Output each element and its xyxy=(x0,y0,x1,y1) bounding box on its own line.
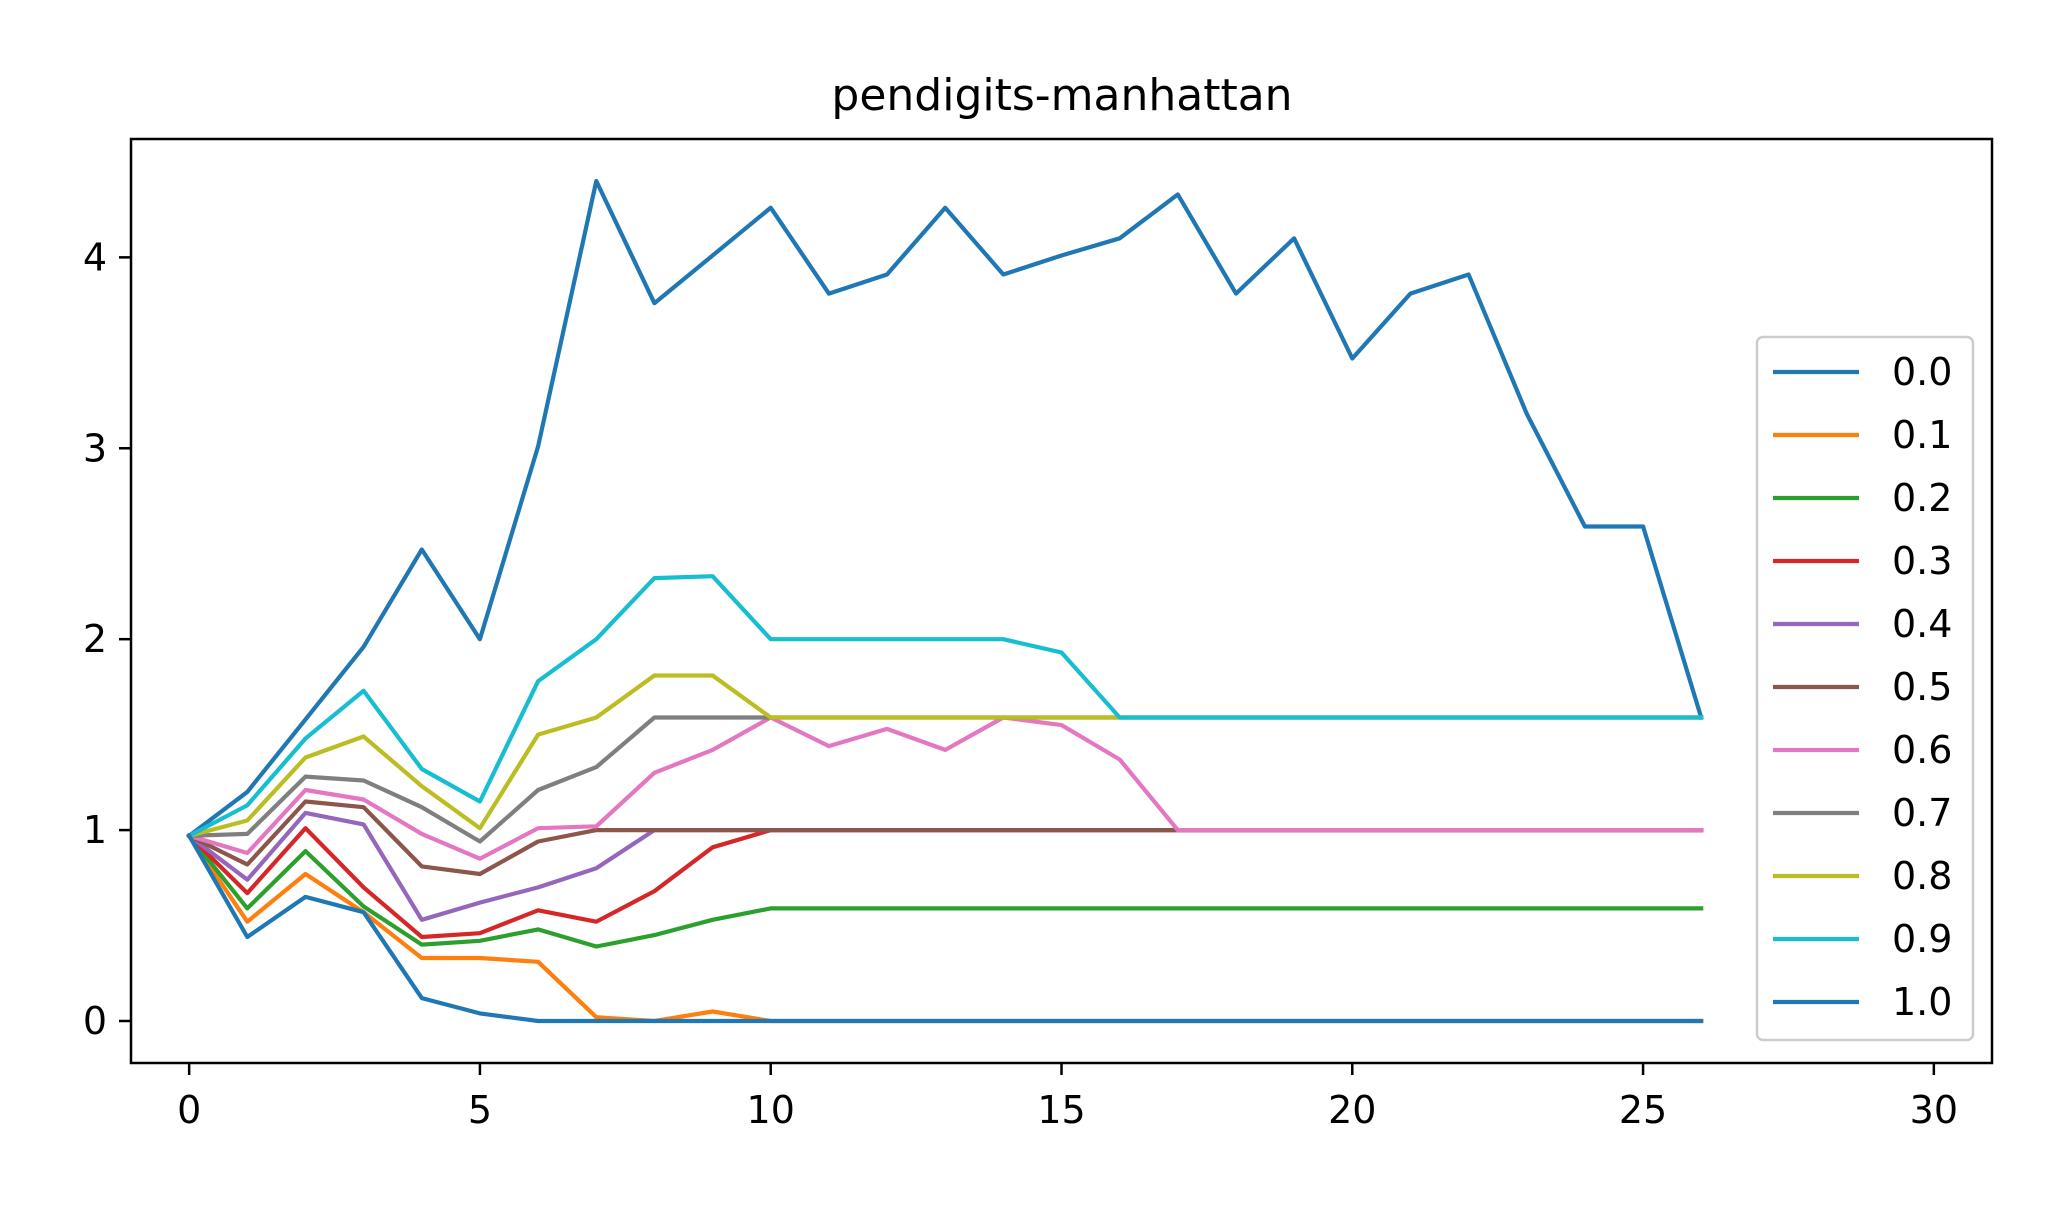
legend-box xyxy=(1755,335,1975,1042)
y-tick-label: 1 xyxy=(83,808,107,852)
x-tick-label: 30 xyxy=(1910,1088,1958,1132)
axis-ticks: 0 5 10 15 20 25 30 0 1 2 3 4 xyxy=(83,235,1958,1132)
legend-label-3: 0.3 xyxy=(1892,539,1952,583)
y-tick-label: 2 xyxy=(83,617,107,661)
x-tick-label: 25 xyxy=(1619,1088,1667,1132)
legend-label-2: 0.2 xyxy=(1892,476,1952,520)
legend: 0.0 0.1 0.2 0.3 0.4 0.5 0.6 0.7 0.8 0.9 1.0 xyxy=(1755,335,1975,1042)
x-tick-label: 0 xyxy=(177,1088,201,1132)
legend-label-9: 0.9 xyxy=(1892,917,1952,961)
x-tick-label: 10 xyxy=(747,1088,795,1132)
series-line-0 xyxy=(186,178,1704,839)
series-line-6 xyxy=(186,715,1704,861)
x-tick-label: 5 xyxy=(468,1088,492,1132)
series-line-2 xyxy=(186,832,1704,949)
legend-label-8: 0.8 xyxy=(1892,854,1952,898)
x-tick-label: 20 xyxy=(1328,1088,1376,1132)
y-tick-label: 0 xyxy=(83,999,107,1043)
legend-label-1: 0.1 xyxy=(1892,413,1952,457)
plot-area xyxy=(186,178,1704,1024)
legend-label-7: 0.7 xyxy=(1892,791,1952,835)
legend-label-4: 0.4 xyxy=(1892,602,1952,646)
series-line-10 xyxy=(186,832,1704,1024)
y-tick-label: 4 xyxy=(83,235,107,279)
legend-label-6: 0.6 xyxy=(1892,728,1952,772)
chart-title: pendigits-manhattan xyxy=(831,70,1292,121)
x-tick-label: 15 xyxy=(1037,1088,1085,1132)
legend-label-10: 1.0 xyxy=(1892,980,1952,1024)
legend-label-0: 0.0 xyxy=(1892,350,1952,394)
legend-label-5: 0.5 xyxy=(1892,665,1952,709)
series-line-9 xyxy=(186,574,1704,839)
y-tick-label: 3 xyxy=(83,426,107,470)
